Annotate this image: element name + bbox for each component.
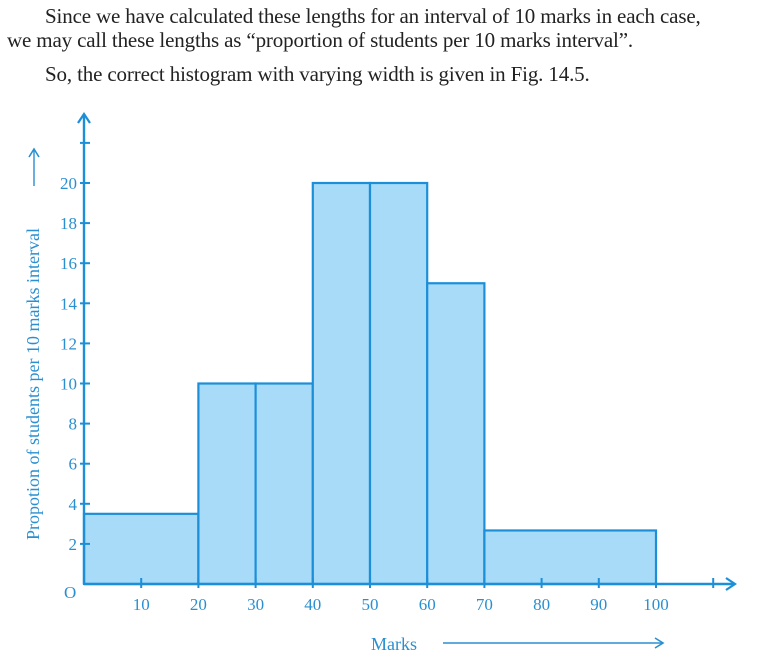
paragraph-3: So, the correct histogram with varying w… (45, 62, 590, 86)
histogram-bar-60-70 (426, 282, 486, 586)
y-axis-arrow-icon (77, 112, 91, 124)
x-tick-label: 40 (304, 595, 321, 614)
x-label-arrow-icon (443, 637, 665, 649)
histogram-bar-20-30 (197, 382, 257, 586)
y-tick-label: 2 (69, 535, 78, 554)
histogram-bar-30-40 (254, 382, 314, 586)
y-tick-label: 14 (60, 294, 78, 313)
x-tick-label: 10 (133, 595, 150, 614)
x-tick-label: 30 (247, 595, 264, 614)
histogram-bar-70-100 (483, 529, 658, 586)
y-tick-label: 10 (60, 375, 77, 394)
x-tick-label: 100 (643, 595, 669, 614)
x-tick-label: 20 (190, 595, 207, 614)
x-axis-label: Marks (371, 634, 417, 651)
y-tick-label: 12 (60, 334, 77, 353)
origin-label: O (64, 583, 76, 602)
x-tick-label: 90 (590, 595, 607, 614)
x-axis-ticks: 10 20 30 40 50 60 70 80 90 100 (133, 578, 715, 614)
y-tick-label: 18 (60, 214, 77, 233)
y-tick-label: 4 (69, 495, 78, 514)
x-axis-arrow-icon (725, 577, 737, 591)
x-tick-label: 70 (476, 595, 493, 614)
histogram-bar-0-20 (82, 512, 200, 586)
y-axis-ticks: 2 4 6 8 10 12 14 16 18 20 (60, 141, 90, 554)
histogram-bar-50-60 (368, 181, 429, 586)
y-tick-label: 20 (60, 174, 77, 193)
x-tick-label: 80 (533, 595, 550, 614)
axes (77, 112, 737, 591)
y-axis-label: Propotion of students per 10 marks inter… (23, 228, 43, 540)
paragraph-1: Since we have calculated these lengths f… (45, 4, 701, 28)
x-tick-label: 60 (419, 595, 436, 614)
y-tick-label: 6 (69, 455, 78, 474)
histogram-bars (82, 181, 658, 586)
y-label-arrow-icon (28, 147, 40, 186)
histogram-bar-40-50 (311, 181, 372, 586)
y-tick-label: 16 (60, 254, 77, 273)
y-tick-label: 8 (69, 415, 78, 434)
x-tick-label: 50 (362, 595, 379, 614)
paragraph-2: we may call these lengths as “proportion… (7, 28, 634, 52)
